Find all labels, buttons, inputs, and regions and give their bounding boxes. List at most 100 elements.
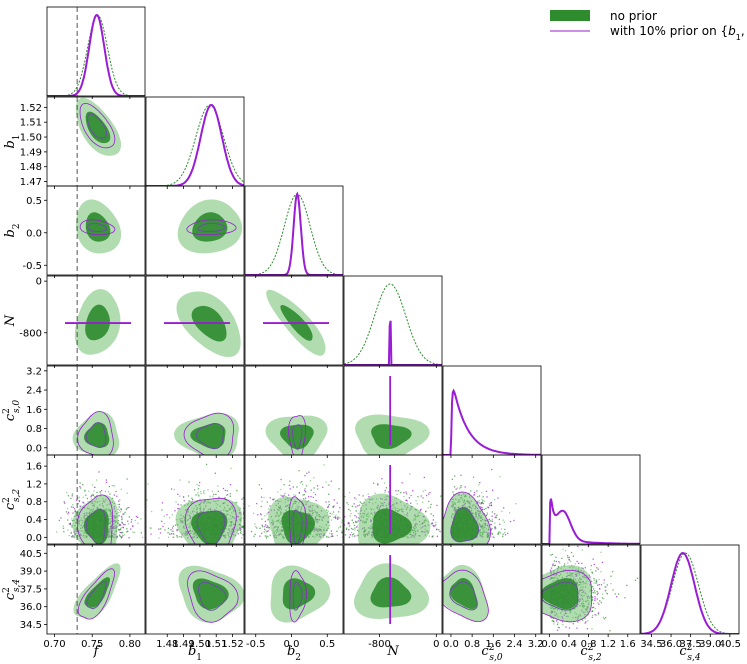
- y-tick-label: 1.2: [26, 479, 42, 490]
- x-tick-label: -0.5: [246, 639, 266, 650]
- sample-point: [454, 475, 456, 477]
- sample-point: [72, 535, 74, 537]
- sample-point: [472, 476, 475, 478]
- sample-point: [494, 516, 496, 519]
- y-tick-label: 34.5: [20, 620, 42, 631]
- sample-point: [357, 505, 359, 507]
- sample-point: [312, 496, 314, 499]
- sample-point: [482, 502, 484, 505]
- sample-point: [119, 499, 121, 501]
- x-tick-label: 0.5: [319, 639, 335, 650]
- sample-point: [329, 514, 330, 515]
- sample-point: [126, 507, 128, 509]
- sample-point: [603, 598, 605, 600]
- sample-point: [229, 484, 232, 486]
- sample-point: [304, 475, 306, 477]
- sample-point: [593, 582, 595, 584]
- panel-6-1: [178, 565, 244, 623]
- sample-point: [171, 527, 174, 529]
- sample-point: [78, 500, 81, 502]
- sample-point: [332, 535, 334, 538]
- marginal-no-prior-2: [245, 193, 343, 275]
- sample-point: [197, 492, 199, 494]
- sample-point: [592, 558, 594, 560]
- sample-point: [248, 509, 249, 510]
- sample-point: [116, 535, 118, 538]
- sample-point: [345, 528, 348, 531]
- sample-point: [500, 528, 503, 530]
- sample-point: [384, 491, 386, 493]
- sample-point: [135, 515, 138, 518]
- sample-point: [490, 520, 492, 522]
- sample-point: [567, 562, 569, 564]
- x-tick-label: 0.0: [443, 639, 459, 650]
- x-tick-label: 0.8: [464, 639, 480, 650]
- sample-point: [197, 494, 199, 496]
- sample-point: [170, 529, 172, 531]
- sample-point: [347, 523, 349, 525]
- sample-point: [213, 493, 215, 496]
- sample-point: [331, 526, 332, 527]
- sample-point: [77, 503, 79, 505]
- contour-68-with-prior: [85, 422, 107, 449]
- sample-point: [587, 614, 589, 616]
- sample-point: [405, 499, 407, 501]
- panel-2-1: [177, 199, 243, 254]
- sample-point: [351, 519, 353, 521]
- sample-point: [313, 492, 315, 494]
- sample-point: [406, 500, 408, 502]
- sample-point: [344, 524, 345, 526]
- sample-point: [72, 536, 74, 538]
- sample-point: [590, 569, 592, 571]
- sample-point: [326, 511, 329, 514]
- sample-point: [469, 490, 472, 492]
- sample-point: [171, 533, 173, 535]
- sample-point: [453, 486, 456, 488]
- sample-point: [451, 478, 453, 480]
- sample-point: [68, 523, 71, 525]
- sample-point: [337, 516, 339, 518]
- sample-point: [200, 492, 202, 495]
- sample-point: [587, 620, 589, 622]
- sample-point: [79, 487, 81, 489]
- contour-68-with-prior: [87, 222, 108, 232]
- sample-point: [261, 524, 263, 526]
- sample-point: [248, 509, 249, 510]
- sample-point: [56, 531, 58, 533]
- panel-frame: [46, 275, 146, 366]
- sample-point: [149, 527, 151, 529]
- sample-point: [593, 563, 595, 566]
- sample-point: [358, 504, 361, 506]
- sample-point: [264, 515, 266, 517]
- sample-point: [82, 484, 84, 486]
- sample-point: [329, 532, 331, 535]
- sample-point: [130, 521, 132, 523]
- sample-point: [486, 513, 488, 515]
- contour-68-with-prior: [291, 424, 303, 450]
- sample-point: [254, 533, 256, 535]
- sample-point: [167, 536, 170, 538]
- sample-point: [476, 500, 478, 502]
- sample-point: [435, 524, 437, 526]
- sample-point: [64, 502, 66, 504]
- panel-3-3: [344, 283, 442, 365]
- sample-point: [353, 533, 355, 535]
- sample-point: [239, 507, 242, 510]
- sample-point: [176, 528, 178, 531]
- sample-point: [131, 519, 133, 521]
- sample-point: [584, 618, 586, 620]
- sample-point: [175, 501, 177, 503]
- sample-point: [247, 535, 248, 536]
- contour-68-with-prior: [197, 581, 227, 611]
- x-tick-label: 0.75: [81, 639, 103, 650]
- y-tick-label: 36.0: [20, 602, 42, 613]
- sample-point: [63, 531, 65, 533]
- sample-point: [492, 536, 494, 538]
- sample-point: [301, 481, 303, 483]
- marginal-with-prior-3: [344, 320, 442, 365]
- sample-point: [296, 486, 298, 488]
- sample-point: [592, 636, 593, 637]
- y-tick-label: 1.6: [26, 462, 42, 473]
- contour-95-with-prior: [77, 494, 114, 544]
- y-axis-label: c2s,0: [2, 400, 22, 421]
